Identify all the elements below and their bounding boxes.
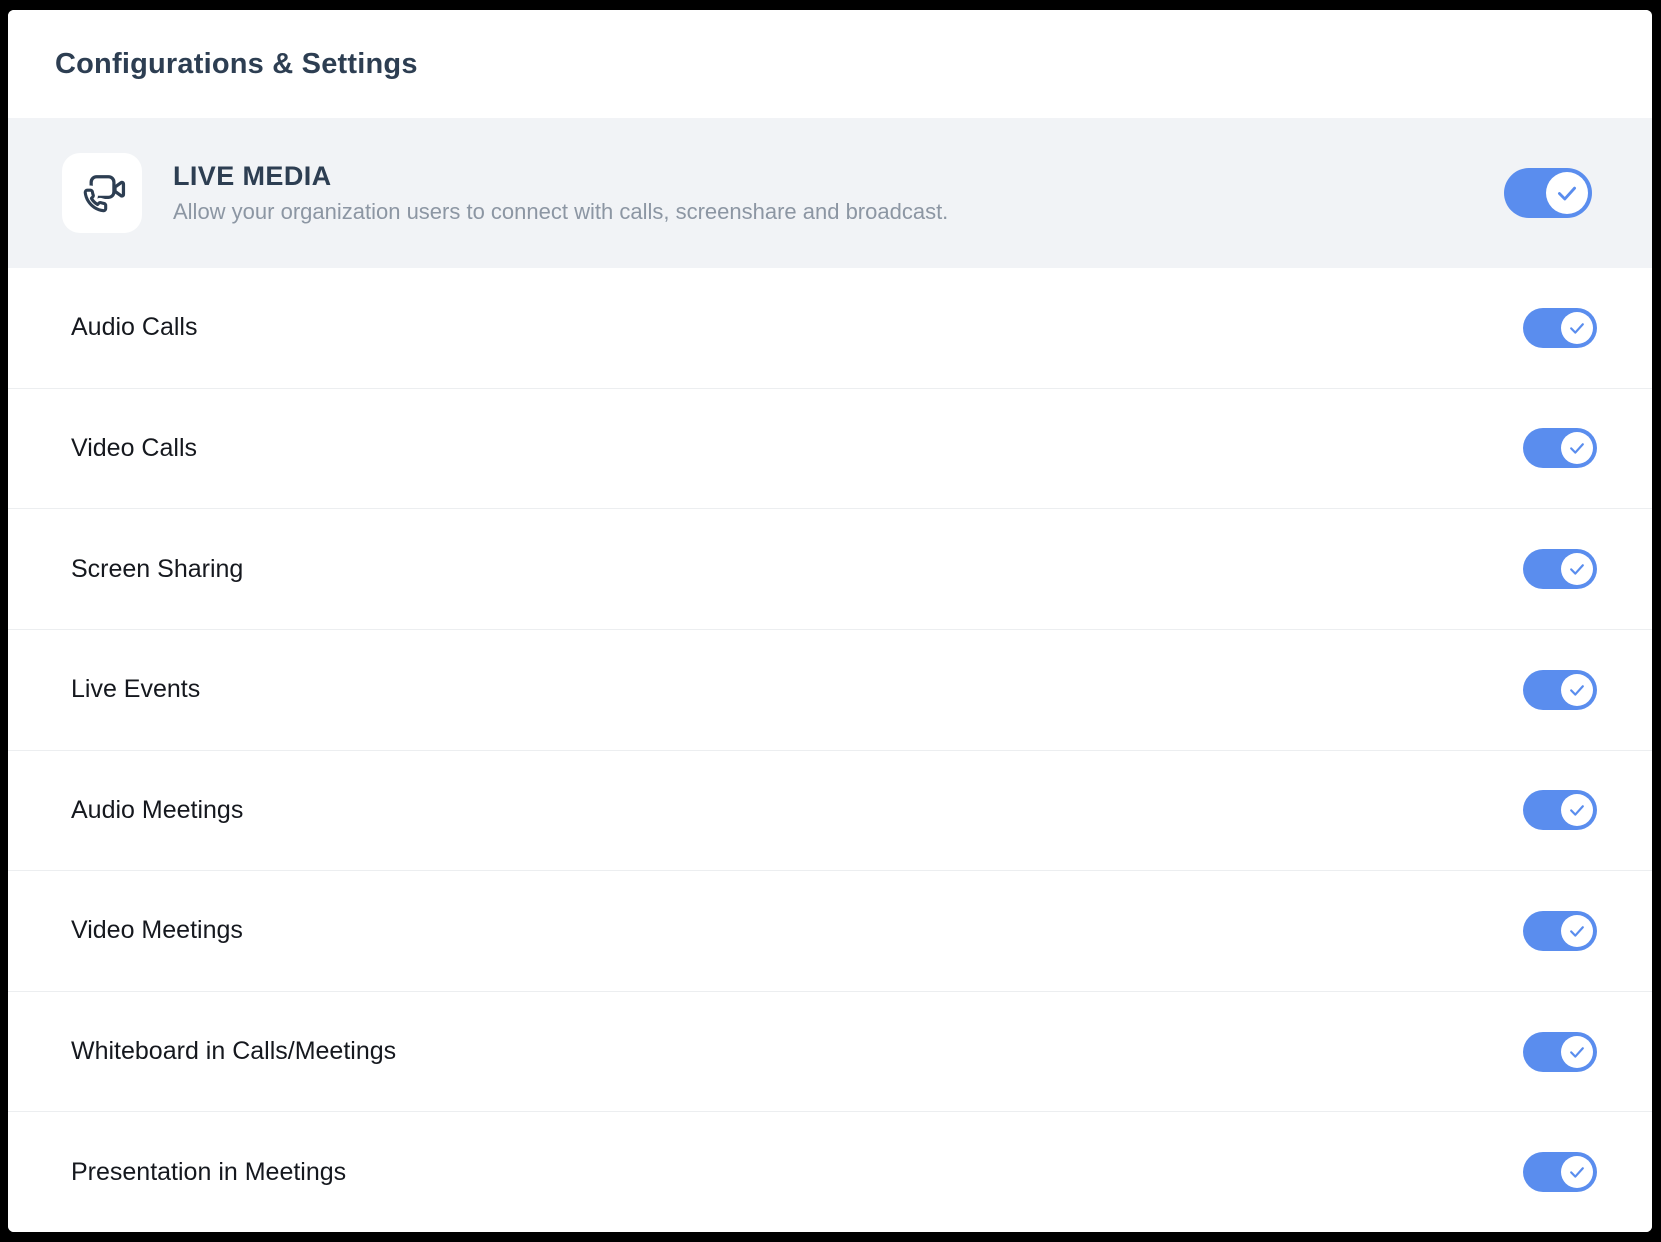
check-icon bbox=[1570, 322, 1584, 334]
section-text: LIVE MEDIA Allow your organization users… bbox=[173, 161, 948, 225]
toggle-knob bbox=[1561, 1035, 1593, 1068]
check-icon bbox=[1570, 1167, 1584, 1178]
setting-label: Audio Meetings bbox=[71, 795, 244, 824]
toggle-live-events[interactable] bbox=[1523, 669, 1597, 710]
setting-label: Video Calls bbox=[71, 433, 198, 462]
setting-row-presentation-in-meetings: Presentation in Meetings bbox=[8, 1112, 1652, 1232]
toggle-knob bbox=[1561, 432, 1593, 465]
settings-card: Configurations & Settings LIVE MEDIA All… bbox=[8, 10, 1652, 1232]
setting-label: Presentation in Meetings bbox=[71, 1157, 347, 1186]
toggle-whiteboard-in-calls-meetings[interactable] bbox=[1523, 1031, 1597, 1072]
section-title: LIVE MEDIA bbox=[173, 161, 332, 191]
toggle-screen-sharing[interactable] bbox=[1523, 549, 1597, 590]
toggle-video-meetings[interactable] bbox=[1523, 910, 1597, 951]
check-icon bbox=[1570, 684, 1584, 696]
video-call-icon bbox=[62, 153, 142, 233]
page-title: Configurations & Settings bbox=[55, 47, 418, 80]
toggle-knob bbox=[1561, 914, 1593, 947]
live-media-section: LIVE MEDIA Allow your organization users… bbox=[8, 118, 1652, 268]
setting-row-whiteboard-in-calls-meetings: Whiteboard in Calls/Meetings bbox=[8, 991, 1652, 1113]
live-media-toggle[interactable] bbox=[1504, 168, 1592, 218]
setting-label: Live Events bbox=[71, 675, 201, 704]
setting-label: Screen Sharing bbox=[71, 554, 244, 583]
toggle-video-calls[interactable] bbox=[1523, 428, 1597, 469]
check-icon bbox=[1570, 926, 1584, 937]
check-icon bbox=[1570, 805, 1584, 816]
toggle-knob bbox=[1561, 1156, 1593, 1189]
check-icon bbox=[1558, 186, 1576, 201]
toggle-presentation-in-meetings[interactable] bbox=[1523, 1152, 1597, 1193]
toggle-knob bbox=[1561, 311, 1593, 344]
toggle-knob bbox=[1561, 794, 1593, 827]
toggle-knob bbox=[1561, 553, 1593, 586]
setting-label: Audio Calls bbox=[71, 313, 198, 342]
setting-row-video-meetings: Video Meetings bbox=[8, 871, 1652, 992]
toggle-knob bbox=[1546, 172, 1588, 214]
check-icon bbox=[1570, 1046, 1584, 1058]
setting-row-live-events: Live Events bbox=[8, 629, 1652, 751]
toggle-knob bbox=[1561, 673, 1593, 706]
section-description: Allow your organization users to connect… bbox=[173, 199, 949, 224]
toggle-audio-calls[interactable] bbox=[1523, 307, 1597, 348]
setting-row-screen-sharing: Screen Sharing bbox=[8, 509, 1652, 630]
setting-row-audio-meetings: Audio Meetings bbox=[8, 750, 1652, 872]
setting-label: Whiteboard in Calls/Meetings bbox=[71, 1037, 397, 1066]
page-header: Configurations & Settings bbox=[8, 10, 1652, 118]
setting-label: Video Meetings bbox=[71, 916, 243, 945]
check-icon bbox=[1570, 443, 1584, 455]
toggle-audio-meetings[interactable] bbox=[1523, 790, 1597, 831]
setting-row-audio-calls: Audio Calls bbox=[8, 268, 1652, 389]
setting-row-video-calls: Video Calls bbox=[8, 388, 1652, 510]
check-icon bbox=[1570, 564, 1584, 575]
settings-list: Audio Calls Video Calls Screen Sharing bbox=[8, 268, 1652, 1232]
